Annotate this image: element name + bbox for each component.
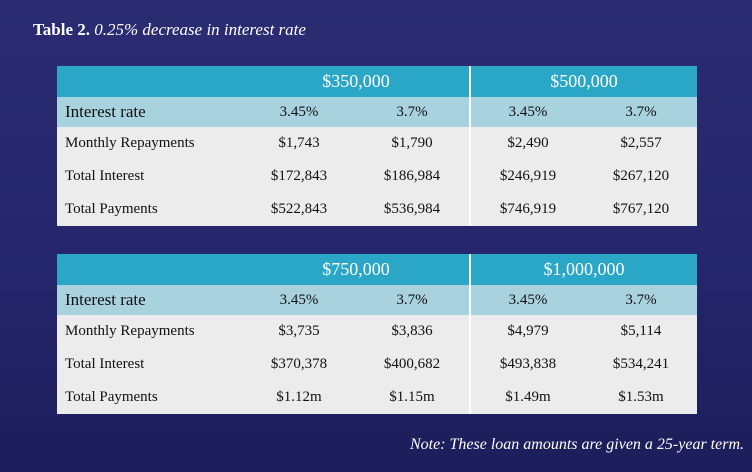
amount-header: $750,000 — [243, 254, 470, 285]
cell: $2,557 — [585, 127, 697, 160]
title-text: 0.25% decrease in interest rate — [94, 20, 306, 39]
cell: $246,919 — [469, 160, 585, 193]
table-row: Interest rate 3.45% 3.7% 3.45% 3.7% — [57, 285, 697, 315]
cell: 3.7% — [585, 285, 697, 315]
cell: $536,984 — [355, 193, 470, 226]
data-table: $750,000 $1,000,000 Interest rate 3.45% 3.7%… — [57, 254, 697, 414]
table-row: Interest rate 3.45% 3.7% 3.45% 3.7% — [57, 97, 697, 127]
cell: $1.53m — [585, 381, 697, 414]
table-row: Total Payments $522,843 $536,984 $746,919 $7… — [57, 193, 697, 226]
header-row: $350,000 $500,000 — [57, 66, 697, 97]
cell: 3.7% — [355, 97, 470, 127]
cell: $534,241 — [585, 348, 697, 381]
amount-header: $1,000,000 — [469, 254, 697, 285]
cell: $370,378 — [243, 348, 355, 381]
header-blank — [57, 66, 243, 97]
cell: $1,743 — [243, 127, 355, 160]
data-table: $350,000 $500,000 Interest rate 3.45% 3.7% 3.… — [57, 66, 697, 226]
cell: 3.7% — [585, 97, 697, 127]
cell: $172,843 — [243, 160, 355, 193]
row-label: Interest rate — [57, 97, 243, 127]
cell: $2,490 — [469, 127, 585, 160]
cell: 3.45% — [469, 285, 585, 315]
header-blank — [57, 254, 243, 285]
table-title: Table 2. 0.25% decrease in interest rate — [33, 20, 306, 40]
row-label: Total Payments — [57, 193, 243, 226]
cell: $267,120 — [585, 160, 697, 193]
row-label: Total Payments — [57, 381, 243, 414]
cell: $3,735 — [243, 315, 355, 348]
cell: $522,843 — [243, 193, 355, 226]
cell: $400,682 — [355, 348, 470, 381]
cell: 3.7% — [355, 285, 470, 315]
row-label: Monthly Repayments — [57, 315, 243, 348]
amount-header: $500,000 — [469, 66, 697, 97]
cell: $746,919 — [469, 193, 585, 226]
table-row: Total Interest $172,843 $186,984 $246,919 $2… — [57, 160, 697, 193]
note: Note: These loan amounts are given a 25-… — [409, 436, 744, 453]
row-label: Monthly Repayments — [57, 127, 243, 160]
cell: $1.12m — [243, 381, 355, 414]
table-row: Monthly Repayments $1,743 $1,790 $2,490 $2,5… — [57, 127, 697, 160]
table-row: Total Payments $1.12m $1.15m $1.49m $1.53m — [57, 381, 697, 414]
row-label: Total Interest — [57, 348, 243, 381]
cell: $1.49m — [469, 381, 585, 414]
cell: $186,984 — [355, 160, 470, 193]
cell: $4,979 — [469, 315, 585, 348]
row-label: Total Interest — [57, 160, 243, 193]
cell: $1,790 — [355, 127, 470, 160]
table-row: Monthly Repayments $3,735 $3,836 $4,979 $5,1… — [57, 315, 697, 348]
amount-header: $350,000 — [243, 66, 470, 97]
cell: $1.15m — [355, 381, 470, 414]
cell: $767,120 — [585, 193, 697, 226]
title-label: Table 2. — [33, 20, 91, 39]
row-label: Interest rate — [57, 285, 243, 315]
cell: $3,836 — [355, 315, 470, 348]
cell: 3.45% — [243, 285, 355, 315]
cell: $493,838 — [469, 348, 585, 381]
cell: $5,114 — [585, 315, 697, 348]
table-row: Total Interest $370,378 $400,682 $493,838 $5… — [57, 348, 697, 381]
header-row: $750,000 $1,000,000 — [57, 254, 697, 285]
cell: 3.45% — [469, 97, 585, 127]
cell: 3.45% — [243, 97, 355, 127]
